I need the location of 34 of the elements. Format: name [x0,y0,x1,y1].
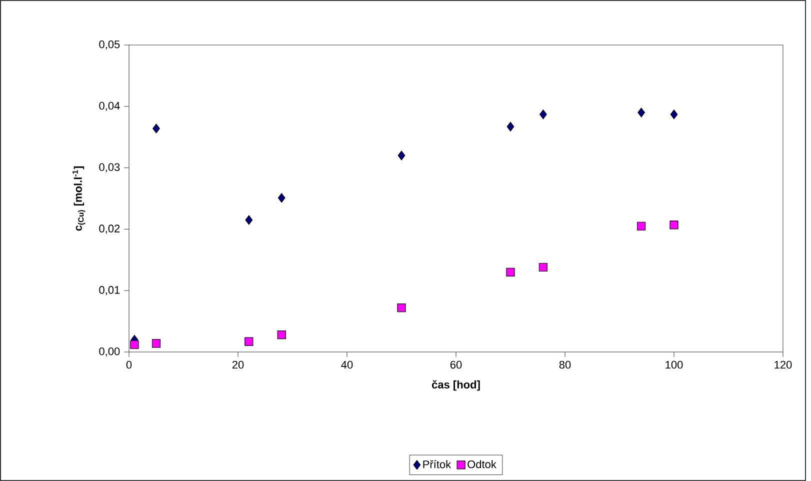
y-tick-label: 0,01 [99,286,120,296]
point [130,340,139,349]
y-tick-label: 0,03 [99,163,120,172]
legend-label: Přítok [423,460,452,468]
point [398,150,406,160]
point [538,262,548,272]
point [670,110,678,120]
x-tick-label: 20 [232,360,244,369]
x-tick-label: 120 [774,360,792,369]
x-axis-title: čas [hod] [432,380,480,391]
point [506,122,514,132]
point [540,110,547,120]
point [244,337,254,346]
point [638,108,645,118]
point [245,215,253,225]
point [670,220,678,230]
y-tick-label: 0,05 [99,40,120,50]
legend-label: Odtok [468,460,496,468]
x-tick-label: 40 [341,360,353,369]
y-tick-label: 0,00 [99,347,120,357]
point [506,268,515,276]
x-tick-label: 60 [450,360,462,369]
point [637,222,646,230]
y-tick-label: 0,04 [99,102,120,111]
point [277,330,286,340]
y-tick-label: 0,02 [99,224,120,234]
point [397,303,406,312]
point [278,193,286,203]
point [152,124,160,134]
x-tick-label: 80 [559,360,571,369]
point [152,339,161,348]
x-tick-label: 100 [666,360,683,369]
text: c$_{(Cu)}$ [mol.l$^{-1}$] [72,166,86,231]
x-tick-label: 0 [126,360,132,369]
